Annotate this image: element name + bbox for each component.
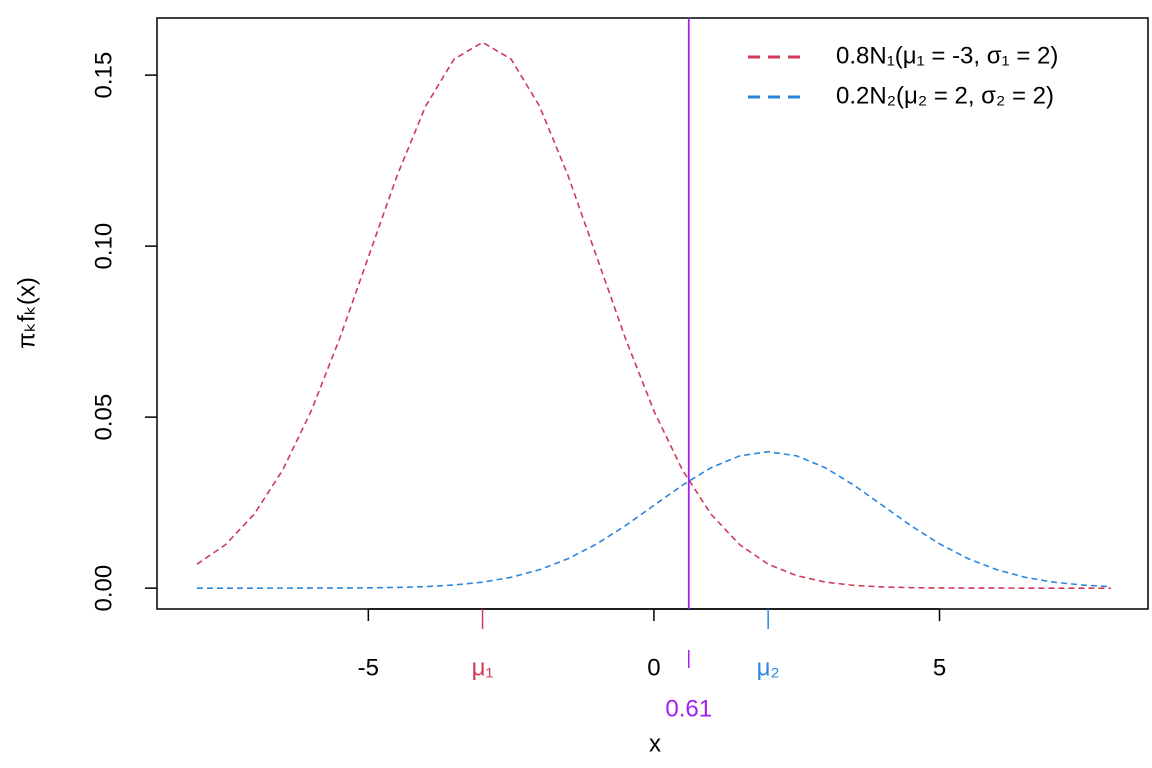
x-tick-label: 5: [933, 654, 946, 681]
y-tick-label: 0.05: [90, 394, 117, 441]
x-tick-label: -5: [358, 654, 379, 681]
density-line: [196, 41, 1111, 589]
y-tick-label: 0.10: [90, 223, 117, 270]
legend-label: 0.2N₂(μ₂ = 2, σ₂ = 2): [836, 82, 1054, 109]
x-tick-label: 0: [647, 654, 660, 681]
mean-tick-label: μ₁: [472, 654, 494, 681]
y-axis-title: πₖfₖ(x): [13, 277, 40, 349]
y-tick-label: 0.00: [90, 565, 117, 612]
threshold-label: 0.61: [665, 695, 712, 722]
x-axis-title: x: [649, 730, 661, 757]
density-line: [196, 450, 1111, 589]
mean-tick-label: μ₂: [757, 654, 780, 681]
y-tick-label: 0.15: [90, 52, 117, 99]
legend-label: 0.8N₁(μ₁ = -3, σ₁ = 2): [836, 42, 1058, 69]
